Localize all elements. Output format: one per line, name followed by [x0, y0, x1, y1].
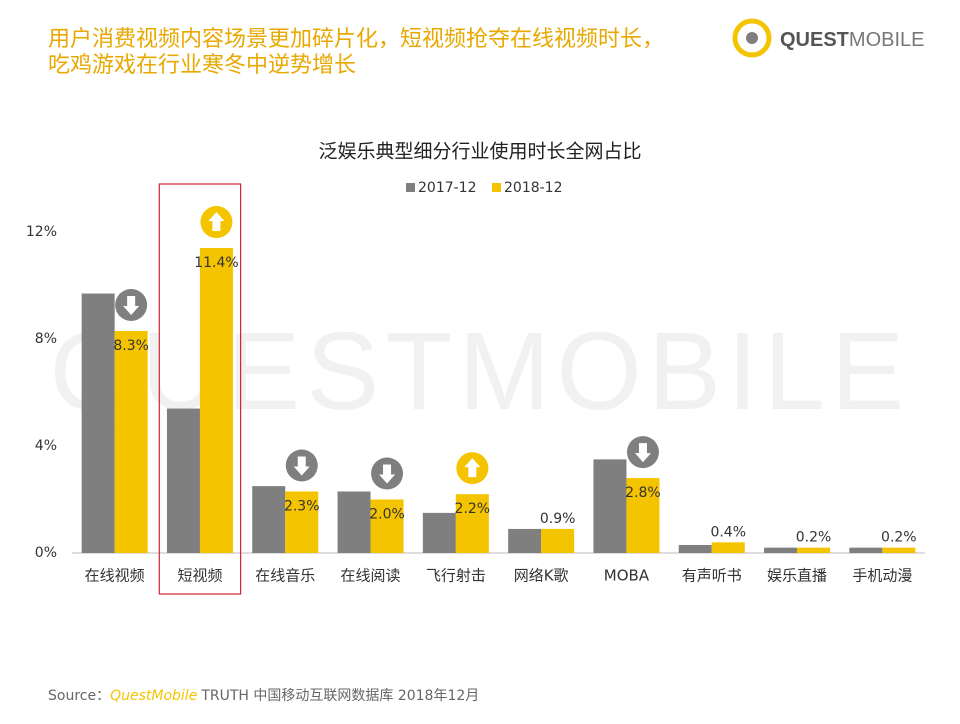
trend-icon	[371, 457, 404, 490]
x-tick-label: 有声听书	[682, 567, 742, 585]
page-title: 用户消费视频内容场景更加碎片化，短视频抢夺在线视频时长，	[48, 27, 664, 52]
trend-arrow	[634, 443, 651, 463]
legend-label: 2017-12	[418, 180, 477, 196]
value-label: 11.4%	[194, 255, 238, 271]
bar	[422, 512, 456, 553]
trend-icon	[456, 452, 489, 485]
logo-text: QUESTMOBILE	[780, 29, 924, 51]
value-label: 2.3%	[284, 498, 320, 514]
value-label: 0.9%	[540, 511, 576, 527]
bar	[797, 547, 831, 553]
bar	[166, 408, 200, 553]
y-tick-label: 12%	[26, 224, 57, 240]
trend-arrow	[293, 456, 310, 476]
bar	[199, 248, 233, 554]
x-tick-label: 短视频	[177, 567, 222, 585]
trend-icon	[626, 436, 659, 469]
bar	[678, 544, 712, 553]
source-text: TRUTH 中国移动互联网数据库 2018年12月	[200, 688, 479, 704]
bar	[455, 494, 489, 553]
bar	[849, 547, 883, 553]
x-tick-label: MOBA	[604, 567, 650, 585]
logo-ring	[732, 18, 772, 58]
value-label: 0.2%	[881, 530, 917, 546]
bar	[508, 528, 542, 553]
bar	[593, 459, 627, 553]
bar	[764, 547, 798, 553]
bar	[81, 293, 115, 553]
source: Source：QuestMobile TRUTH 中国移动互联网数据库 2018年…	[48, 688, 479, 704]
x-tick-label: 手机动漫	[852, 567, 912, 585]
value-label: 2.2%	[455, 501, 491, 517]
bar	[370, 499, 404, 553]
legend-label: 2018-12	[504, 180, 563, 196]
value-label: 2.0%	[369, 507, 405, 523]
source-label: Source：	[48, 688, 110, 704]
source-brand: QuestMobile	[110, 688, 197, 704]
bar	[252, 486, 286, 553]
value-label: 2.8%	[625, 485, 661, 501]
y-tick-label: 0%	[35, 545, 57, 561]
trend-icon	[115, 288, 148, 321]
value-label: 0.2%	[796, 530, 832, 546]
highlight-box	[158, 183, 242, 595]
logo: QUESTMOBILE	[732, 18, 924, 58]
y-tick-label: 4%	[35, 438, 57, 454]
legend-swatch	[492, 183, 501, 192]
value-label: 0.4%	[710, 524, 746, 540]
chart-title: 泛娱乐典型细分行业使用时长全网占比	[318, 141, 641, 163]
legend-swatch	[406, 183, 415, 192]
trend-arrow	[208, 212, 225, 232]
bar	[541, 528, 575, 553]
page-title: 吃鸡游戏在行业寒冬中逆势增长	[48, 53, 356, 78]
logo-dot	[746, 32, 758, 44]
value-label: 8.3%	[113, 338, 149, 354]
bar	[626, 478, 660, 553]
x-tick-label: 在线阅读	[341, 567, 401, 585]
logo-text-bold: QUEST	[780, 29, 849, 51]
y-tick-label: 8%	[35, 331, 57, 347]
x-tick-label: 在线视频	[85, 567, 145, 585]
x-tick-label: 网络K歌	[514, 567, 569, 585]
bar	[711, 542, 745, 553]
bar	[337, 491, 371, 553]
trend-icon	[200, 206, 233, 239]
bar	[882, 547, 916, 553]
trend-arrow	[123, 295, 140, 315]
x-tick-label: 在线音乐	[255, 567, 315, 585]
x-tick-label: 娱乐直播	[767, 567, 827, 585]
trend-icon	[285, 449, 318, 482]
bar	[114, 330, 148, 553]
x-tick-label: 飞行射击	[426, 567, 486, 585]
trend-arrow	[379, 464, 396, 484]
trend-arrow	[464, 458, 481, 478]
bar	[285, 491, 319, 553]
logo-text-light: MOBILE	[849, 29, 925, 51]
